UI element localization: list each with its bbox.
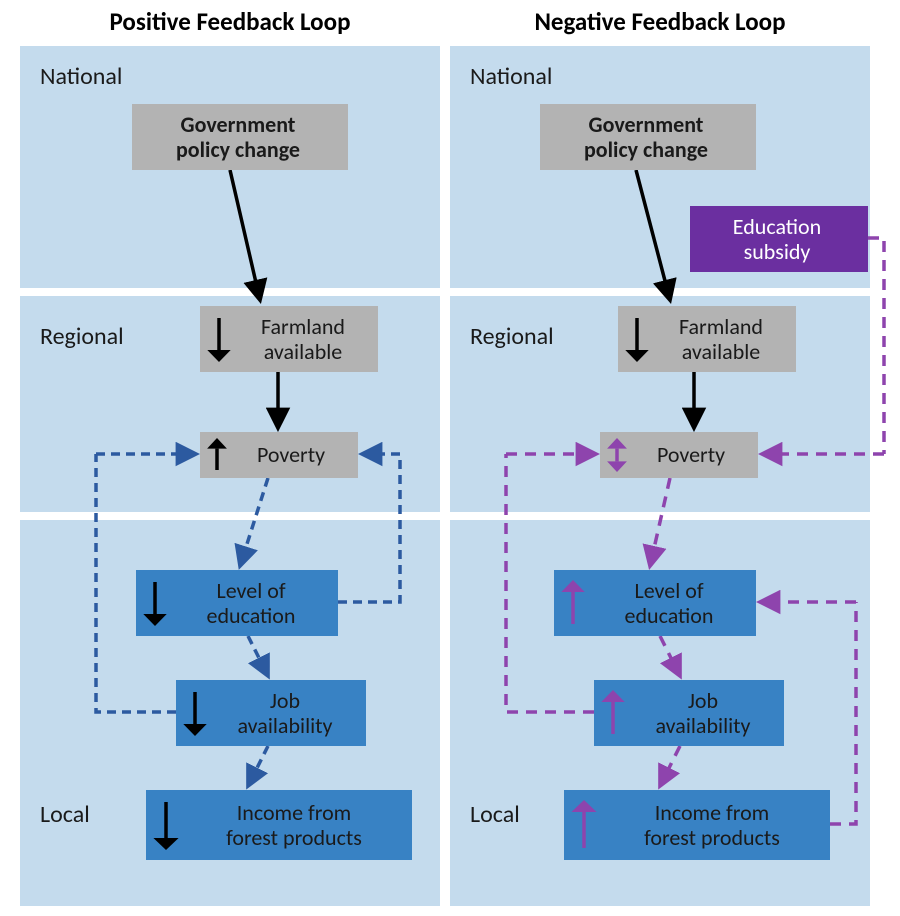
left-farmland-node: Farmlandavailable [200,306,378,372]
arrow-down-icon [142,578,168,628]
title-positive: Positive Feedback Loop [20,6,440,37]
job-label: Jobavailability [214,688,356,739]
left-national-label: National [40,62,122,91]
right-loe-node: Level ofeducation [554,570,756,636]
gov-label: Governmentpolicy change [138,112,338,163]
loe-label: Level ofeducation [592,578,746,629]
right-national-label: National [470,62,552,91]
job-label: Jobavailability [632,688,774,739]
right-gov-node: Governmentpolicy change [540,104,756,170]
left-gov-node: Governmentpolicy change [132,104,348,170]
right-edu-subsidy-node: Educationsubsidy [690,206,868,272]
right-local-label: Local [470,800,520,829]
left-income-node: Income fromforest products [146,790,412,860]
poverty-label: Poverty [634,442,748,467]
arrow-down-icon [152,798,180,852]
farmland-label: Farmlandavailable [656,314,786,365]
right-income-node: Income fromforest products [564,790,830,860]
poverty-label: Poverty [234,442,348,467]
farmland-label: Farmlandavailable [238,314,368,365]
edu-subsidy-label: Educationsubsidy [696,214,858,265]
left-poverty-node: Poverty [200,432,358,478]
title-negative: Negative Feedback Loop [450,6,870,37]
left-regional-label: Regional [40,322,124,351]
income-label: Income fromforest products [186,800,402,851]
loe-label: Level ofeducation [174,578,328,629]
left-job-node: Jobavailability [176,680,366,746]
arrow-up-icon [560,578,586,628]
arrow-up-icon [600,688,626,738]
arrow-up-icon [570,798,598,852]
arrow-down-icon [182,688,208,738]
arrow-up-icon [206,436,228,474]
right-poverty-node: Poverty [600,432,758,478]
right-regional-label: Regional [470,322,554,351]
gov-label: Governmentpolicy change [546,112,746,163]
left-local-label: Local [40,800,90,829]
right-farmland-node: Farmlandavailable [618,306,796,372]
income-label: Income fromforest products [604,800,820,851]
right-job-node: Jobavailability [594,680,784,746]
left-loe-node: Level ofeducation [136,570,338,636]
arrow-down-icon [206,314,232,364]
arrow-down-icon [624,314,650,364]
arrow-updown-icon [606,436,628,474]
